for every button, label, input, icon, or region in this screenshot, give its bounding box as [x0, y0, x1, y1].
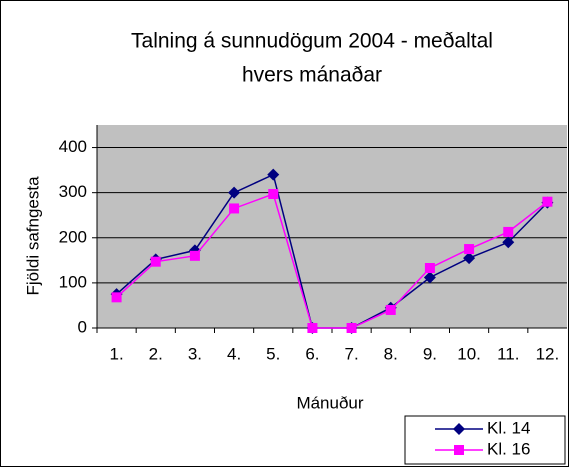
y-tick-label: 400 — [59, 137, 87, 156]
x-tick-label: 11. — [497, 344, 519, 363]
y-tick-label: 100 — [59, 272, 87, 291]
data-point — [464, 244, 475, 255]
data-point — [150, 256, 161, 267]
x-tick-label: 6. — [305, 344, 319, 363]
x-tick-label: 3. — [188, 344, 202, 363]
x-tick-label: 1. — [109, 344, 123, 363]
x-tick-label: 9. — [423, 344, 437, 363]
data-point — [228, 186, 241, 199]
x-tick-label: 12. — [536, 344, 560, 363]
x-tick-label: 5. — [266, 344, 280, 363]
x-tick-label: 7. — [344, 344, 358, 363]
data-point — [267, 168, 280, 181]
chart-subtitle: hvers mánaðar — [242, 64, 382, 87]
data-point — [268, 189, 279, 200]
data-point — [424, 263, 435, 274]
y-tick-label: 200 — [59, 227, 87, 246]
chart-title: Talning á sunnudögum 2004 - meðaltal — [131, 30, 493, 53]
legend-box — [404, 415, 566, 465]
data-point — [503, 226, 514, 237]
data-point — [189, 250, 200, 261]
data-point — [111, 292, 122, 303]
data-point — [307, 323, 318, 333]
data-point — [542, 196, 553, 207]
data-point — [463, 252, 476, 265]
legend-marker — [453, 423, 465, 435]
data-point — [346, 323, 357, 333]
x-axis-label: Mánuður — [296, 393, 363, 412]
legend-label: Kl. 16 — [487, 439, 530, 458]
x-tick-label: 10. — [457, 344, 481, 363]
x-tick-label: 8. — [384, 344, 398, 363]
x-tick-label: 4. — [227, 344, 241, 363]
legend-marker — [454, 445, 464, 455]
data-point — [423, 271, 436, 284]
x-tick-label: 2. — [149, 344, 163, 363]
y-tick-label: 300 — [59, 182, 87, 201]
data-point — [385, 304, 396, 315]
legend-label: Kl. 14 — [487, 418, 530, 437]
y-axis-label: Fjöldi safngesta — [23, 176, 42, 296]
series-line — [116, 193, 548, 329]
data-point — [502, 236, 515, 249]
data-point — [229, 203, 240, 214]
y-tick-label: 0 — [78, 317, 87, 336]
plot-area — [97, 125, 567, 328]
